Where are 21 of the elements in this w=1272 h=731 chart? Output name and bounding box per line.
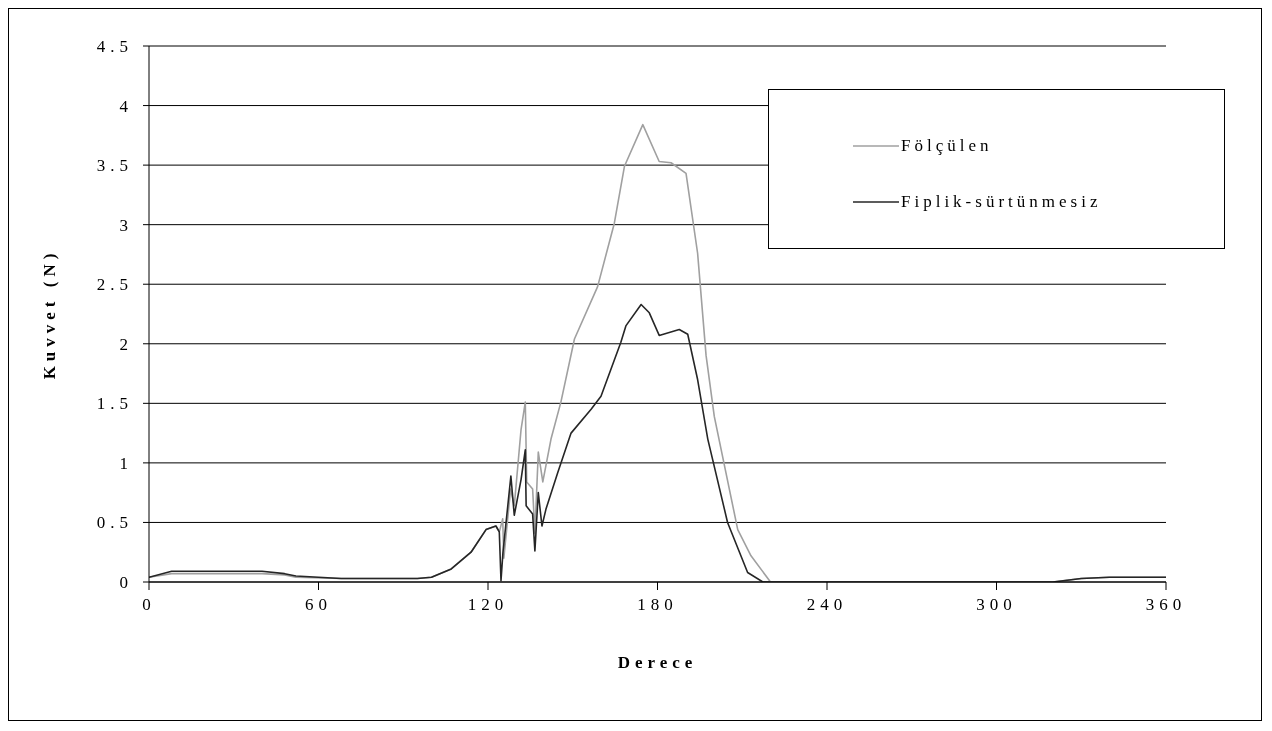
x-tick-label: 240 (806, 595, 848, 615)
x-tick-label: 300 (976, 595, 1017, 615)
x-axis-title: Derece (617, 653, 698, 672)
legend-label: Fiplik-sürtünmesiz (901, 192, 1102, 212)
legend-label: Fölçülen (901, 136, 993, 156)
y-tick-label: 4 (119, 96, 133, 116)
y-tick-label: 2 (119, 334, 133, 354)
y-tick-label: 2.5 (96, 275, 133, 295)
x-tick-label: 360 (1145, 595, 1187, 615)
x-tick-label: 180 (637, 595, 678, 615)
x-tick-label: 120 (467, 595, 509, 615)
x-tick-label: 0 (142, 595, 156, 615)
y-tick-label: 1.5 (96, 394, 133, 414)
x-tick-label: 60 (305, 595, 332, 615)
y-tick-label: 1 (119, 453, 133, 473)
y-tick-label: 0 (119, 573, 133, 593)
y-axis-title: Kuvvet (N) (40, 248, 60, 380)
y-tick-label: 4.5 (96, 37, 133, 57)
y-tick-label: 0.5 (96, 513, 133, 533)
y-tick-label: 3.5 (96, 156, 133, 176)
y-tick-label: 3 (119, 215, 133, 235)
